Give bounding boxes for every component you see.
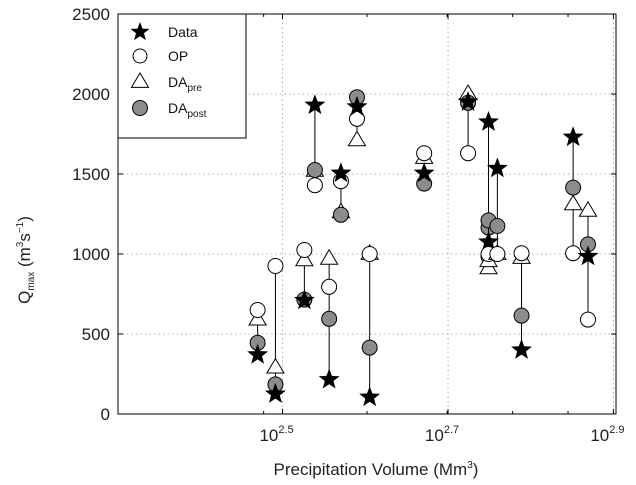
x-tick-label: 102.7	[425, 424, 459, 445]
data-point	[562, 126, 584, 147]
y-tick-label: 2500	[72, 5, 110, 24]
da-post-point	[565, 179, 582, 196]
op-point	[296, 242, 313, 258]
event-group	[304, 94, 326, 194]
legend-op-marker	[132, 48, 148, 64]
y-tick-label: 0	[101, 405, 110, 424]
event-group	[330, 162, 352, 223]
plot-marks	[247, 84, 599, 407]
x-tick-label: 102.9	[590, 424, 624, 445]
legend: Data OP DApre DApost	[117, 13, 247, 139]
event-group	[478, 111, 499, 268]
y-axis-label-sub: max	[26, 272, 37, 291]
op-point	[579, 311, 596, 328]
legend-da-pre-marker	[130, 72, 150, 88]
da-pre-point	[266, 357, 285, 374]
y-axis-label-sup2: −1	[15, 221, 26, 233]
da-post-point	[321, 310, 338, 327]
data-point	[359, 386, 381, 407]
data-point	[457, 91, 479, 111]
event-group	[486, 157, 508, 262]
data-point	[577, 245, 599, 266]
legend-data-marker	[130, 22, 150, 41]
data-point	[265, 383, 286, 403]
event-group	[265, 258, 286, 403]
data-point	[346, 95, 368, 116]
event-group	[247, 302, 269, 364]
data-point	[330, 162, 352, 183]
da-post-point	[489, 218, 506, 234]
x-tick-label: 102.5	[259, 424, 293, 445]
event-group	[577, 200, 599, 328]
event-group	[413, 145, 435, 192]
y-tick-label: 1000	[72, 245, 110, 264]
y-tick-label: 2000	[72, 85, 110, 104]
y-axis-label-main: Q	[15, 291, 34, 304]
legend-label-dapre: DApre	[168, 74, 202, 94]
legend-label-op: OP	[168, 48, 188, 64]
da-pre-point	[347, 130, 367, 147]
op-point	[361, 246, 378, 262]
event-group	[511, 245, 532, 359]
event-group	[562, 126, 584, 262]
legend-label-dapost: DApost	[168, 100, 207, 120]
da-pre-point	[563, 194, 583, 211]
data-point	[293, 289, 315, 310]
y-axis-label-end: )	[15, 216, 34, 222]
y-axis-label-paren: (m	[15, 247, 34, 272]
y-axis-label-mid: s	[15, 233, 34, 242]
y-tick-label: 500	[82, 325, 110, 344]
da-post-point	[513, 307, 530, 324]
da-pre-point	[578, 200, 598, 217]
op-point	[416, 145, 433, 162]
y-axis-label-sup1: 3	[15, 241, 26, 247]
event-group	[359, 244, 381, 407]
event-group	[346, 89, 368, 147]
op-point	[513, 245, 530, 262]
op-point	[306, 177, 323, 194]
event-group	[293, 242, 315, 310]
legend-label-data: Data	[168, 24, 198, 40]
x-axis-label-sup: 3	[467, 460, 473, 471]
op-point	[489, 246, 506, 262]
x-axis-label: Precipitation Volume (Mm3)	[274, 460, 479, 479]
y-tick-label: 1500	[72, 165, 110, 184]
data-point	[413, 162, 435, 183]
event-group	[318, 248, 340, 389]
data-point	[478, 111, 499, 131]
op-point	[267, 258, 284, 274]
event-group	[457, 84, 479, 162]
op-point	[460, 145, 477, 162]
y-axis-label: Qmax (m3s−1)	[15, 216, 37, 304]
data-point	[304, 94, 326, 115]
data-point	[486, 157, 508, 178]
data-point	[511, 339, 532, 359]
data-point	[247, 343, 269, 364]
op-point	[249, 302, 266, 318]
op-point	[321, 278, 338, 295]
da-post-point	[361, 339, 378, 356]
da-pre-point	[319, 248, 339, 265]
legend-da-post-marker	[132, 100, 148, 116]
data-point	[318, 368, 340, 389]
da-pre-point	[294, 250, 314, 267]
da-post-point	[306, 162, 323, 178]
x-axis-label-end: )	[473, 460, 479, 479]
da-post-point	[332, 206, 349, 223]
x-axis-label-main: Precipitation Volume (Mm	[274, 460, 468, 479]
